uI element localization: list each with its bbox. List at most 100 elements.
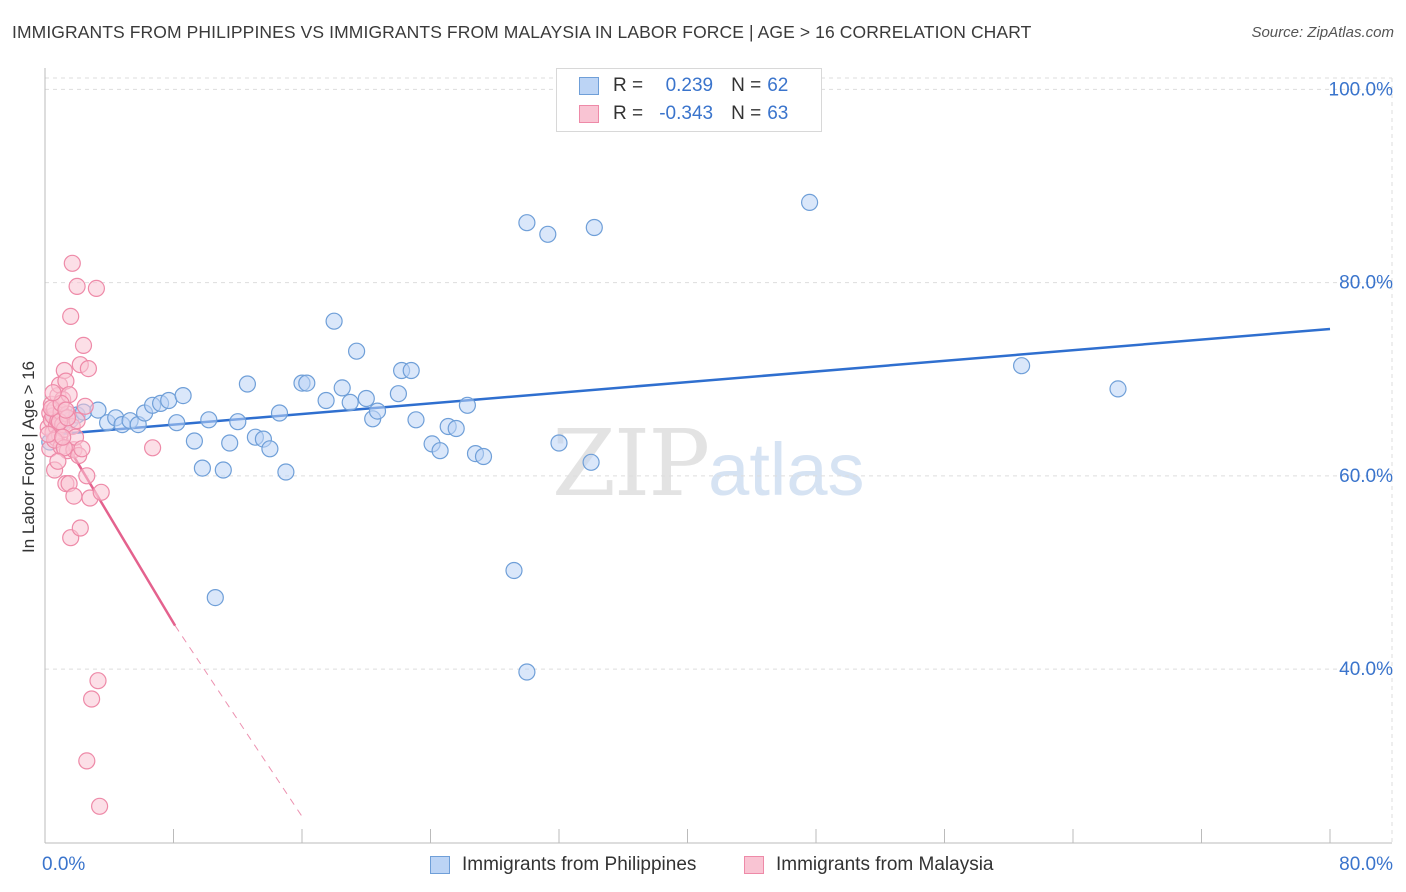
philippines-point: [402, 361, 420, 380]
philippines-point: [582, 453, 600, 471]
philippines-point: [518, 663, 536, 681]
philippines-point: [160, 391, 178, 410]
malaysia-point: [57, 401, 75, 419]
philippines-point: [200, 411, 218, 429]
philippines-point: [1012, 357, 1031, 375]
malaysia-point: [92, 483, 110, 501]
n-label: N =: [731, 103, 762, 124]
philippines-point: [174, 387, 192, 405]
philippines-point: [458, 396, 476, 414]
philippines-trend-line: [44, 327, 1331, 437]
y-tick-label: 100.0%: [1329, 79, 1394, 100]
malaysia-point: [71, 519, 89, 537]
philippines-point: [238, 375, 256, 393]
philippines-point: [431, 442, 449, 460]
y-tick-label: 60.0%: [1339, 466, 1393, 487]
series-legend-philippines: Immigrants from Philippines: [430, 852, 696, 878]
philippines-point: [505, 561, 523, 580]
y-tick-label: 40.0%: [1339, 659, 1393, 680]
philippines-point: [193, 459, 211, 477]
malaysia-point: [89, 672, 107, 690]
malaysia-point: [62, 307, 80, 325]
y-tick-label: 80.0%: [1339, 273, 1393, 294]
malaysia-point: [76, 397, 94, 415]
philippines-point: [214, 461, 232, 479]
philippines-point: [277, 463, 295, 481]
philippines-point: [206, 588, 224, 607]
philippines-swatch: [579, 77, 599, 95]
philippines-point: [357, 389, 375, 408]
philippines-point: [261, 440, 279, 458]
r-value-philippines: 0.239: [665, 75, 714, 96]
malaysia-point: [144, 439, 162, 457]
malaysia-point: [79, 360, 98, 378]
watermark: ZIPatlas: [552, 410, 864, 517]
malaysia-point: [82, 690, 101, 708]
philippines-legend-swatch: [430, 856, 450, 874]
y-axis-label: In Labor Force | Age > 16: [19, 361, 38, 553]
r-value-malaysia: -0.343: [659, 103, 714, 124]
data-points: [39, 193, 1127, 815]
x-tick-label-end: 80.0%: [1339, 854, 1393, 875]
philippines-point: [333, 379, 351, 397]
malaysia-swatch: [579, 105, 599, 123]
philippines-point: [585, 218, 603, 237]
philippines-point: [447, 419, 465, 438]
correlation-legend: R = 0.239 N = 62 R = -0.343 N = 63: [556, 68, 822, 132]
grid-lines: [45, 77, 1393, 843]
axes: [44, 68, 1392, 844]
malaysia-point: [49, 452, 67, 470]
philippines-point: [168, 414, 186, 432]
watermark-zip: ZIP: [552, 410, 710, 517]
x-tick-label-start: 0.0%: [42, 854, 85, 875]
chart-title: IMMIGRANTS FROM PHILIPPINES VS IMMIGRANT…: [12, 22, 1032, 42]
philippines-point: [800, 193, 819, 211]
malaysia-point: [74, 336, 93, 354]
philippines-point: [341, 393, 359, 411]
philippines-point: [325, 312, 343, 330]
philippines-point: [298, 374, 316, 392]
malaysia-trend-extension: [174, 625, 305, 820]
malaysia-point: [78, 752, 96, 770]
philippines-point: [518, 214, 536, 232]
r-label: R =: [613, 103, 644, 124]
malaysia-point: [65, 487, 83, 505]
philippines-point: [229, 413, 247, 431]
series-legend-malaysia: Immigrants from Malaysia: [744, 852, 994, 878]
philippines-point: [539, 225, 557, 243]
malaysia-point: [90, 797, 109, 815]
tick-labels: 40.0% 60.0% 80.0% 100.0% 0.0% 80.0%: [42, 79, 1393, 875]
philippines-point: [185, 432, 203, 450]
malaysia-point: [78, 467, 96, 485]
malaysia-point: [44, 384, 62, 402]
malaysia-point: [87, 279, 106, 297]
n-label: N =: [731, 75, 762, 96]
philippines-point: [348, 342, 366, 360]
philippines-point: [389, 385, 407, 403]
philippines-point: [407, 411, 425, 429]
malaysia-point: [39, 425, 57, 443]
malaysia-legend-swatch: [744, 856, 764, 874]
malaysia-point: [54, 428, 72, 446]
r-label: R =: [613, 75, 644, 96]
philippines-legend-label: Immigrants from Philippines: [462, 854, 697, 875]
malaysia-point: [73, 440, 91, 458]
legend-row-malaysia: R = -0.343 N = 63: [579, 101, 788, 127]
malaysia-point: [63, 254, 81, 272]
philippines-point: [1109, 380, 1127, 398]
n-value-malaysia: 63: [767, 103, 789, 124]
philippines-point: [317, 391, 335, 410]
trend-lines: [43, 327, 1331, 820]
malaysia-legend-label: Immigrants from Malaysia: [776, 854, 994, 875]
legend-row-philippines: R = 0.239 N = 62: [579, 73, 788, 99]
watermark-atlas: atlas: [708, 428, 865, 511]
source-label: Source: ZipAtlas.com: [1251, 24, 1394, 41]
philippines-point: [221, 434, 239, 452]
philippines-point: [550, 434, 568, 452]
philippines-point: [474, 447, 493, 466]
philippines-point: [368, 402, 387, 420]
n-value-philippines: 62: [767, 75, 789, 96]
philippines-point: [270, 404, 289, 422]
malaysia-point: [68, 277, 86, 295]
